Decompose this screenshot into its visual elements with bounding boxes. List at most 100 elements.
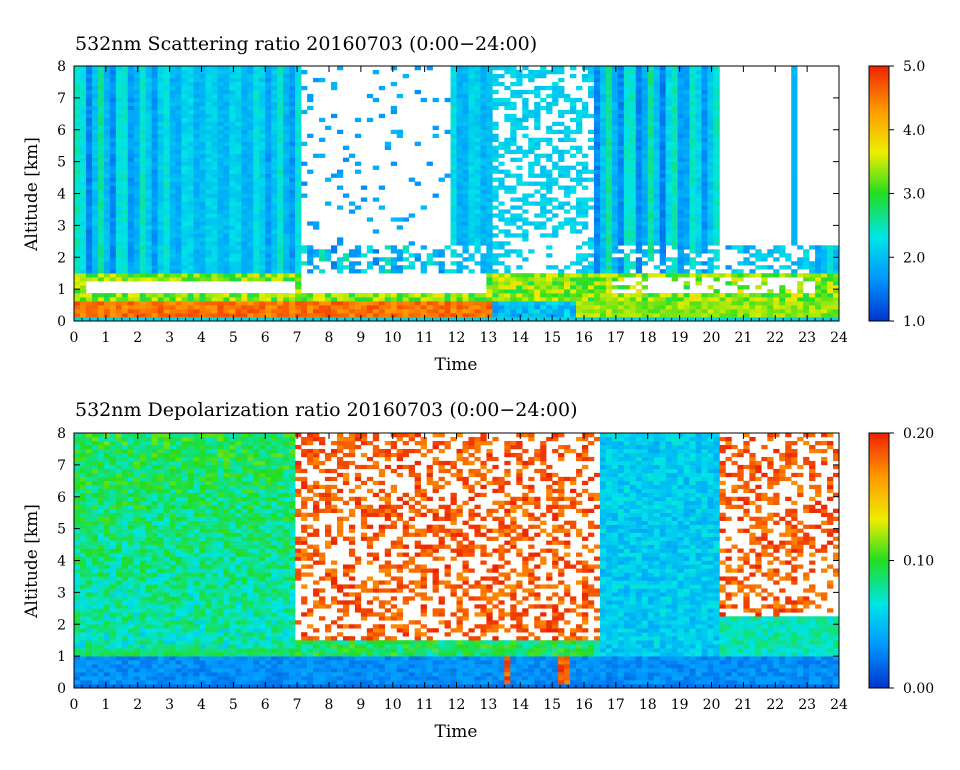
scattering-ratio-cell bbox=[701, 305, 708, 310]
scattering-ratio-cell bbox=[611, 109, 619, 115]
scattering-ratio-cell bbox=[444, 297, 451, 302]
scattering-ratio-cell bbox=[121, 169, 129, 174]
scattering-ratio-cell bbox=[247, 265, 254, 270]
scattering-ratio-cell bbox=[277, 313, 284, 318]
scattering-ratio-cell bbox=[426, 161, 433, 166]
scattering-ratio-cell bbox=[468, 101, 475, 107]
scattering-ratio-cell bbox=[247, 317, 254, 321]
scattering-ratio-cell bbox=[163, 245, 170, 250]
scattering-ratio-cell bbox=[211, 137, 218, 142]
scattering-ratio-cell bbox=[217, 93, 224, 99]
scattering-ratio-cell bbox=[570, 261, 577, 266]
scattering-ratio-cell bbox=[271, 197, 278, 202]
scattering-ratio-cell bbox=[151, 69, 158, 75]
scattering-ratio-cell bbox=[127, 105, 135, 111]
scattering-ratio-cell bbox=[516, 285, 523, 290]
scattering-ratio-cell bbox=[151, 253, 158, 258]
scattering-ratio-cell bbox=[480, 225, 487, 230]
scattering-ratio-cell bbox=[223, 317, 230, 321]
scattering-ratio-cell bbox=[426, 297, 433, 302]
scattering-ratio-cell bbox=[127, 93, 135, 99]
scattering-ratio-cell bbox=[115, 301, 123, 306]
scattering-ratio-cell bbox=[558, 169, 565, 174]
scattering-ratio-cell bbox=[540, 273, 547, 278]
scattering-ratio-cell bbox=[462, 85, 469, 91]
scattering-ratio-cell bbox=[629, 197, 637, 202]
scattering-ratio-cell bbox=[695, 145, 702, 150]
scattering-ratio-cell bbox=[85, 265, 93, 270]
scattering-ratio-cell bbox=[546, 157, 553, 162]
scattering-ratio-cell bbox=[277, 117, 284, 123]
scattering-ratio-cell bbox=[713, 101, 720, 107]
scattering-ratio-cell bbox=[187, 237, 194, 242]
scattering-ratio-cell bbox=[582, 213, 589, 218]
scattering-ratio-cell bbox=[599, 293, 607, 298]
scattering-ratio-cell bbox=[235, 129, 242, 135]
scattering-ratio-cell bbox=[289, 209, 296, 214]
scattering-ratio-cell bbox=[576, 97, 583, 103]
scattering-ratio-cell bbox=[199, 309, 206, 314]
scattering-ratio-cell bbox=[683, 253, 690, 258]
scattering-ratio-cell bbox=[325, 305, 332, 310]
scattering-ratio-cell bbox=[689, 105, 696, 111]
scattering-ratio-cell bbox=[617, 205, 625, 210]
scattering-ratio-cell bbox=[109, 145, 117, 150]
scattering-ratio-cell bbox=[348, 305, 356, 310]
scattering-ratio-cell bbox=[522, 149, 529, 154]
scattering-ratio-cell bbox=[605, 189, 613, 194]
scattering-ratio-cell bbox=[241, 253, 248, 258]
scattering-ratio-cell bbox=[169, 149, 176, 154]
scattering-ratio-cell bbox=[175, 177, 182, 182]
scattering-ratio-cell bbox=[641, 297, 649, 302]
scattering-ratio-cell bbox=[247, 125, 254, 131]
scattering-ratio-cell bbox=[199, 253, 206, 258]
scattering-ratio-cell bbox=[480, 66, 487, 71]
scattering-ratio-cell bbox=[199, 193, 206, 198]
scattering-ratio-cell bbox=[635, 305, 643, 310]
scattering-ratio-cell bbox=[235, 305, 242, 310]
scattering-ratio-cell bbox=[289, 185, 296, 190]
scattering-ratio-cell bbox=[205, 141, 212, 146]
scattering-ratio-cell bbox=[229, 261, 236, 266]
scattering-ratio-cell bbox=[277, 229, 284, 234]
scattering-ratio-cell bbox=[623, 265, 631, 270]
scattering-ratio-cell bbox=[486, 157, 493, 162]
scattering-ratio-cell bbox=[133, 85, 141, 91]
scattering-ratio-cell bbox=[683, 101, 690, 107]
scattering-ratio-cell bbox=[193, 221, 200, 226]
scattering-ratio-cell bbox=[468, 157, 475, 162]
scattering-ratio-cell bbox=[552, 129, 559, 135]
scattering-ratio-cell bbox=[330, 173, 338, 178]
scattering-ratio-cell bbox=[145, 181, 152, 186]
scattering-ratio-cell bbox=[187, 233, 194, 238]
scattering-ratio-cell bbox=[193, 305, 200, 310]
scattering-ratio-cell bbox=[74, 213, 81, 218]
scattering-ratio-cell bbox=[211, 193, 218, 198]
scattering-ratio-cell bbox=[79, 265, 87, 270]
scattering-ratio-cell bbox=[181, 77, 188, 83]
scattering-ratio-cell bbox=[599, 193, 607, 198]
scattering-ratio-cell bbox=[265, 141, 272, 146]
scattering-ratio-cell bbox=[127, 109, 135, 115]
scattering-ratio-cell bbox=[277, 77, 284, 83]
scattering-ratio-cell bbox=[534, 73, 541, 79]
scattering-ratio-cell bbox=[564, 209, 571, 214]
scattering-ratio-cell bbox=[283, 157, 290, 162]
scattering-ratio-cell bbox=[713, 241, 720, 246]
scattering-ratio-cell bbox=[498, 217, 505, 222]
scattering-ratio-cell bbox=[492, 149, 499, 154]
scattering-ratio-cell bbox=[265, 129, 272, 135]
scattering-ratio-cell bbox=[707, 205, 714, 210]
scattering-ratio-cell bbox=[217, 313, 224, 318]
scattering-ratio-cell bbox=[115, 309, 123, 314]
scattering-ratio-cell bbox=[348, 269, 356, 274]
scattering-ratio-cell bbox=[145, 149, 152, 154]
scattering-ratio-cell bbox=[74, 289, 81, 294]
scattering-ratio-cell bbox=[145, 229, 152, 234]
scattering-ratio-cell bbox=[384, 145, 392, 150]
scattering-ratio-cell bbox=[283, 301, 290, 306]
scattering-ratio-cell bbox=[402, 317, 409, 321]
scattering-ratio-cell bbox=[366, 261, 374, 266]
scattering-ratio-cell bbox=[223, 73, 230, 79]
scattering-ratio-cell bbox=[163, 249, 170, 254]
